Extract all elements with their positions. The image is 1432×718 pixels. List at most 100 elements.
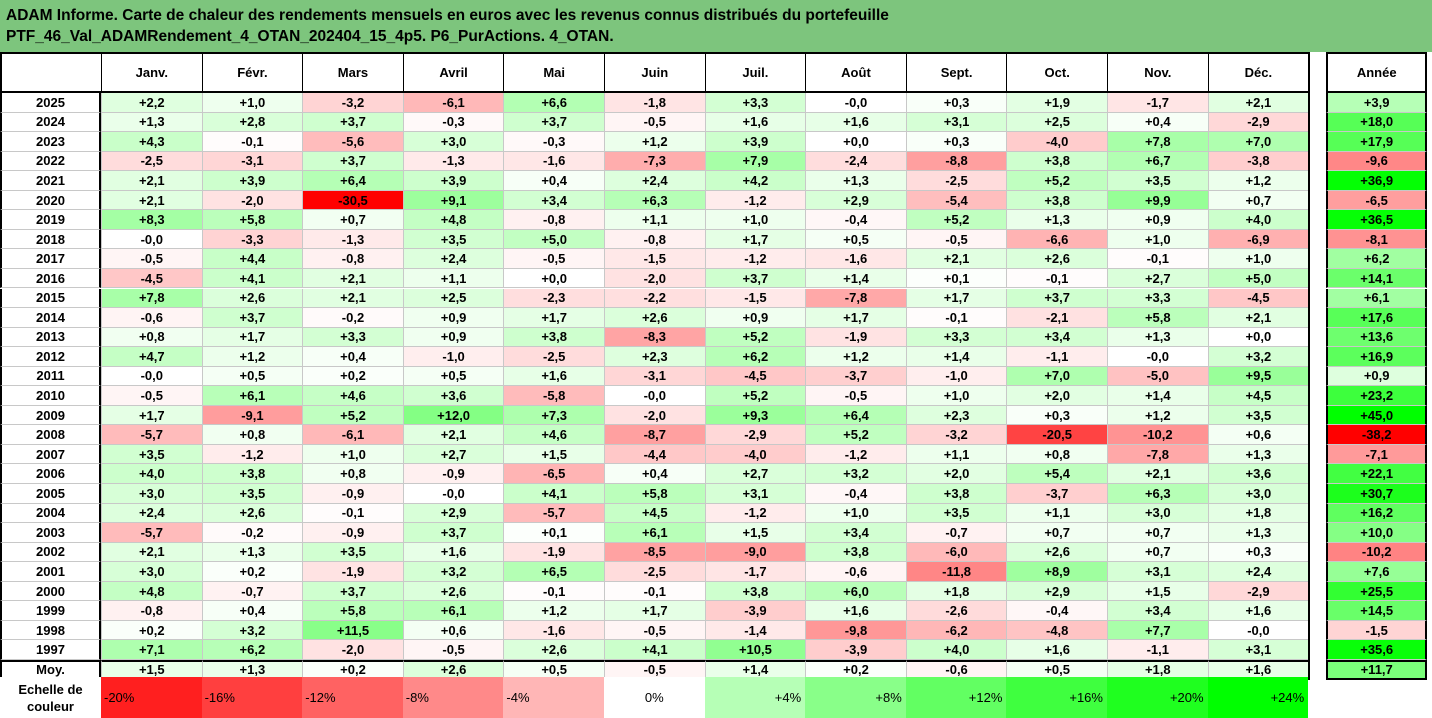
heatmap-cell: -3,2 — [905, 425, 1007, 445]
heatmap-cell: -0,2 — [201, 523, 303, 543]
color-scale-swatch: +16% — [1006, 677, 1107, 718]
heatmap-cell: -2,2 — [604, 288, 705, 309]
heatmap-cell: +6,0 — [805, 581, 906, 602]
heatmap-cell: -0,8 — [503, 210, 604, 230]
heatmap-cell: +3,4 — [503, 190, 604, 211]
row-year-label: 2014 — [0, 308, 101, 328]
heatmap-cell: +0,3 — [1006, 405, 1107, 426]
heatmap-cell: -4,0 — [704, 444, 806, 465]
heatmap-cell: +1,3 — [101, 112, 202, 133]
column-header: Avril — [402, 52, 504, 93]
heatmap-cell: +2,4 — [1207, 562, 1309, 582]
heatmap-cell: +0,8 — [201, 425, 303, 445]
heatmap-cell: +2,9 — [1006, 581, 1107, 602]
row-year-label: 2020 — [0, 190, 101, 211]
heatmap-cell: +2,1 — [905, 249, 1007, 269]
heatmap-cell: +0,4 — [503, 171, 604, 191]
heatmap-cell: -0,8 — [101, 601, 202, 621]
heatmap-cell: +2,2 — [101, 93, 202, 113]
color-scale-label: Echelle de couleur — [0, 677, 101, 718]
heatmap-cell: -4,4 — [604, 444, 705, 465]
heatmap-cell: +0,8 — [1006, 444, 1107, 465]
column-header: Juil. — [704, 52, 806, 93]
row-year-label: 2011 — [0, 366, 101, 387]
heatmap-cell: +4,2 — [704, 171, 806, 191]
heatmap-cell: +1,4 — [805, 268, 906, 289]
heatmap-cell: +0,7 — [1207, 190, 1309, 211]
heatmap-cell: +3,3 — [302, 327, 403, 348]
heatmap-cell: +4,0 — [101, 464, 202, 484]
heatmap-cell: -2,5 — [101, 151, 202, 172]
heatmap-cell: -1,2 — [704, 249, 806, 269]
heatmap-cell: +2,4 — [101, 503, 202, 524]
heatmap-cell: -2,5 — [905, 171, 1007, 191]
heatmap-cell: +4,7 — [101, 347, 202, 367]
annual-cell: +6,2 — [1326, 249, 1428, 269]
heatmap-cell: +2,6 — [1006, 542, 1107, 563]
column-header: Nov. — [1107, 52, 1208, 93]
heatmap-cell: -8,7 — [604, 425, 705, 445]
heatmap-cell: -5,7 — [503, 503, 604, 524]
heatmap-cell: -0,7 — [201, 581, 303, 602]
heatmap-cell: +2,5 — [1006, 112, 1107, 133]
heatmap-cell: -4,5 — [101, 268, 202, 289]
heatmap-cell: -0,5 — [101, 386, 202, 406]
months-right-border — [1308, 52, 1311, 680]
heatmap-cell: +3,3 — [905, 327, 1007, 348]
heatmap-cell: -1,9 — [302, 562, 403, 582]
row-year-label: 1998 — [0, 620, 101, 641]
heatmap-cell: -0,1 — [201, 132, 303, 152]
annual-cell: +35,6 — [1326, 640, 1428, 660]
column-header: Févr. — [201, 52, 303, 93]
heatmap-cell: +1,3 — [805, 171, 906, 191]
row-year-label: 2015 — [0, 288, 101, 309]
heatmap-cell: +6,6 — [503, 93, 604, 113]
heatmap-cell: +4,4 — [201, 249, 303, 269]
heatmap-cell: -0,7 — [905, 523, 1007, 543]
heatmap-cell: +1,3 — [1207, 523, 1309, 543]
heatmap-cell: +4,8 — [101, 581, 202, 602]
heatmap-cell: +3,1 — [1207, 640, 1309, 660]
annual-cell: +22,1 — [1326, 464, 1428, 484]
heatmap-cell: +5,8 — [604, 484, 705, 504]
heatmap-cell: +3,7 — [302, 581, 403, 602]
column-header: Déc. — [1207, 52, 1309, 93]
heatmap-cell: +3,5 — [905, 503, 1007, 524]
heatmap-cell: +3,7 — [201, 308, 303, 328]
heatmap-cell: +3,8 — [1006, 190, 1107, 211]
heatmap-cell: +2,6 — [201, 288, 303, 309]
row-year-label: 2000 — [0, 581, 101, 602]
heatmap-cell: +2,6 — [503, 640, 604, 660]
heatmap-cell: -1,3 — [402, 151, 504, 172]
heatmap-cell: +4,0 — [905, 640, 1007, 660]
row-year-label: 2003 — [0, 523, 101, 543]
heatmap-cell: -0,5 — [402, 640, 504, 660]
row-year-label: 2024 — [0, 112, 101, 133]
annual-cell: +36,9 — [1326, 171, 1428, 191]
heatmap-cell: -1,2 — [201, 444, 303, 465]
heatmap-cell: +5,2 — [704, 327, 806, 348]
heatmap-cell: -7,8 — [805, 288, 906, 309]
heatmap-cell: +3,8 — [905, 484, 1007, 504]
report-title-line2: PTF_46_Val_ADAMRendement_4_OTAN_202404_1… — [6, 28, 614, 45]
annual-average-cell: +11,7 — [1326, 659, 1428, 680]
heatmap-cell: +2,0 — [905, 464, 1007, 484]
heatmap-cell: +3,5 — [101, 444, 202, 465]
heatmap-cell: +2,9 — [805, 190, 906, 211]
annual-cell: +10,0 — [1326, 523, 1428, 543]
heatmap-cell: +3,8 — [503, 327, 604, 348]
row-year-label: 2005 — [0, 484, 101, 504]
annual-cell: -9,6 — [1326, 151, 1428, 172]
heatmap-cell: -1,5 — [704, 288, 806, 309]
heatmap-cell: +3,1 — [905, 112, 1007, 133]
annual-cell: +16,2 — [1326, 503, 1428, 524]
annual-cell: +45,0 — [1326, 405, 1428, 426]
heatmap-cell: +9,5 — [1207, 366, 1309, 387]
heatmap-cell: +0,3 — [905, 132, 1007, 152]
heatmap-cell: +1,7 — [905, 288, 1007, 309]
heatmap-cell: +1,5 — [503, 444, 604, 465]
annual-cell: -38,2 — [1326, 425, 1428, 445]
heatmap-cell: +1,2 — [1107, 405, 1208, 426]
heatmap-cell: +3,8 — [1006, 151, 1107, 172]
heatmap-cell: +3,6 — [1207, 464, 1309, 484]
